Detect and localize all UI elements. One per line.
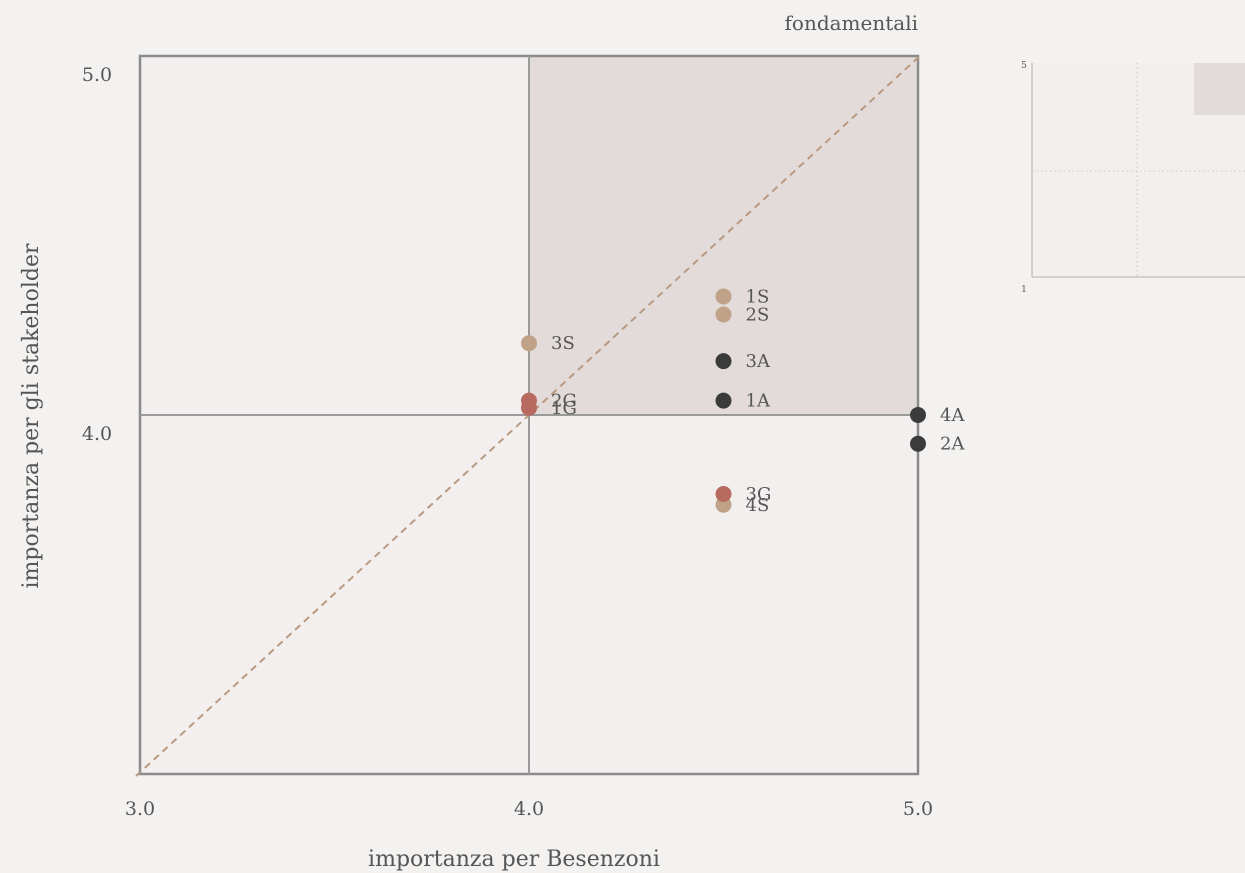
x-tick-label: 5.0 xyxy=(903,798,933,820)
point-1S xyxy=(715,288,732,305)
ticks-layer: 3.0 4.0 5.0 4.0 5.0 xyxy=(82,64,933,820)
point-3G xyxy=(715,485,732,502)
point-label-4S: 4S xyxy=(746,495,770,516)
point-3A xyxy=(715,353,732,370)
point-4A xyxy=(910,407,926,423)
y-tick-label: 4.0 xyxy=(82,423,112,445)
point-2S xyxy=(715,306,732,323)
point-label-3S: 3S xyxy=(551,333,575,354)
y-axis-label: importanza per gli stakeholder xyxy=(19,243,44,588)
point-1G xyxy=(521,399,537,416)
point-label-3G: 3G xyxy=(746,484,772,505)
mini-y-tick-label: 1 xyxy=(1021,285,1027,295)
point-label-1S: 1S xyxy=(746,287,770,308)
point-label-3A: 3A xyxy=(746,351,771,372)
mini-highlight-quadrant xyxy=(1194,63,1245,115)
point-label-2S: 2S xyxy=(746,304,770,325)
point-label-4A: 4A xyxy=(940,405,965,426)
y-tick-label: 5.0 xyxy=(82,64,112,86)
mini-y-tick-label: 5 xyxy=(1021,61,1027,71)
point-2A xyxy=(910,435,926,452)
point-label-1G: 1G xyxy=(551,398,577,419)
x-tick-label: 3.0 xyxy=(125,798,155,820)
x-tick-label: 4.0 xyxy=(514,798,544,820)
x-axis-label: importanza per Besenzoni xyxy=(368,847,660,872)
point-3S xyxy=(521,335,537,352)
quadrant-label: fondamentali xyxy=(785,11,919,35)
point-1A xyxy=(715,392,732,409)
point-label-2G: 2G xyxy=(551,391,577,412)
mini-chart: 5 1 xyxy=(1021,61,1245,295)
point-label-2A: 2A xyxy=(940,434,965,455)
point-label-1A: 1A xyxy=(746,391,771,412)
